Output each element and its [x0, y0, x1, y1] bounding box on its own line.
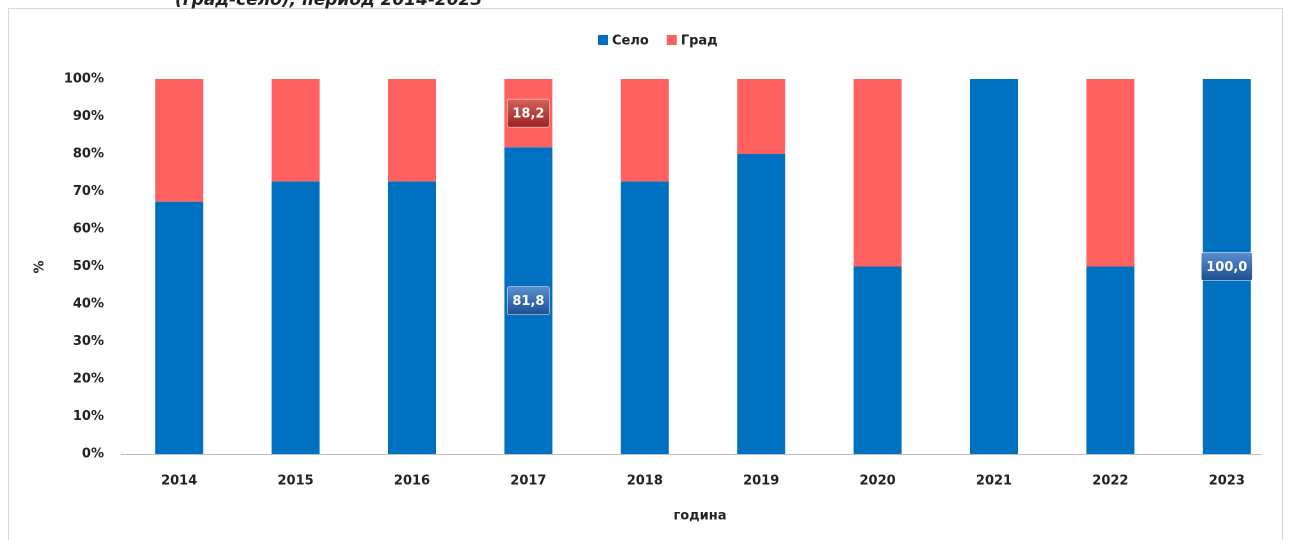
- y-tick-label: 0%: [82, 447, 104, 462]
- bar-segment: [388, 79, 436, 182]
- bar-segment: [737, 154, 786, 454]
- data-label: 100,0: [1206, 260, 1247, 275]
- bar-segment: [155, 79, 204, 202]
- x-tick-label: 2018: [627, 474, 663, 489]
- x-tick-label: 2022: [1092, 474, 1128, 489]
- data-label: 18,2: [512, 107, 544, 122]
- legend-label: Село: [612, 34, 649, 49]
- bar-segment: [970, 79, 1018, 454]
- legend-swatch: [666, 35, 677, 45]
- y-tick-label: 80%: [73, 147, 104, 162]
- bar-segment: [271, 79, 320, 182]
- bar-segment: [853, 266, 902, 454]
- bar-segment: [1086, 79, 1135, 267]
- y-tick-label: 90%: [73, 109, 104, 124]
- bar-segment: [155, 201, 204, 454]
- x-tick-label: 2014: [161, 474, 197, 489]
- x-axis-label: година: [673, 509, 726, 524]
- bar-segment: [620, 181, 669, 454]
- x-tick-label: 2020: [860, 474, 896, 489]
- bar-segment: [271, 181, 320, 454]
- y-tick-label: 40%: [73, 297, 104, 312]
- x-tick-label: 2017: [510, 474, 546, 489]
- y-tick-label: 20%: [73, 372, 104, 387]
- bar-segment: [1086, 266, 1135, 454]
- y-tick-label: 70%: [73, 184, 104, 199]
- legend-swatch: [598, 35, 608, 45]
- chart-frame: [8, 8, 1283, 540]
- y-tick-label: 100%: [64, 72, 104, 87]
- chart-title: (град-село), период 2014-2023: [175, 0, 482, 10]
- data-label-box: [507, 98, 550, 128]
- y-tick-label: 30%: [73, 334, 104, 349]
- x-tick-label: 2023: [1209, 474, 1245, 489]
- bar-segment: [853, 79, 902, 267]
- bar-segment: [620, 79, 669, 182]
- x-tick-label: 2016: [394, 474, 430, 489]
- data-label-box: [1200, 252, 1253, 281]
- y-tick-label: 60%: [73, 222, 104, 237]
- data-label: 81,8: [512, 294, 544, 309]
- x-tick-label: 2021: [976, 474, 1012, 489]
- bar-segment: [388, 181, 436, 454]
- y-axis-label: %: [33, 260, 48, 273]
- data-label-box: [507, 286, 550, 315]
- x-tick-label: 2019: [743, 474, 779, 489]
- x-tick-label: 2015: [278, 474, 314, 489]
- bar-segment: [737, 79, 786, 154]
- y-tick-label: 10%: [73, 409, 104, 424]
- legend-label: Град: [681, 34, 718, 49]
- y-tick-label: 50%: [73, 259, 104, 274]
